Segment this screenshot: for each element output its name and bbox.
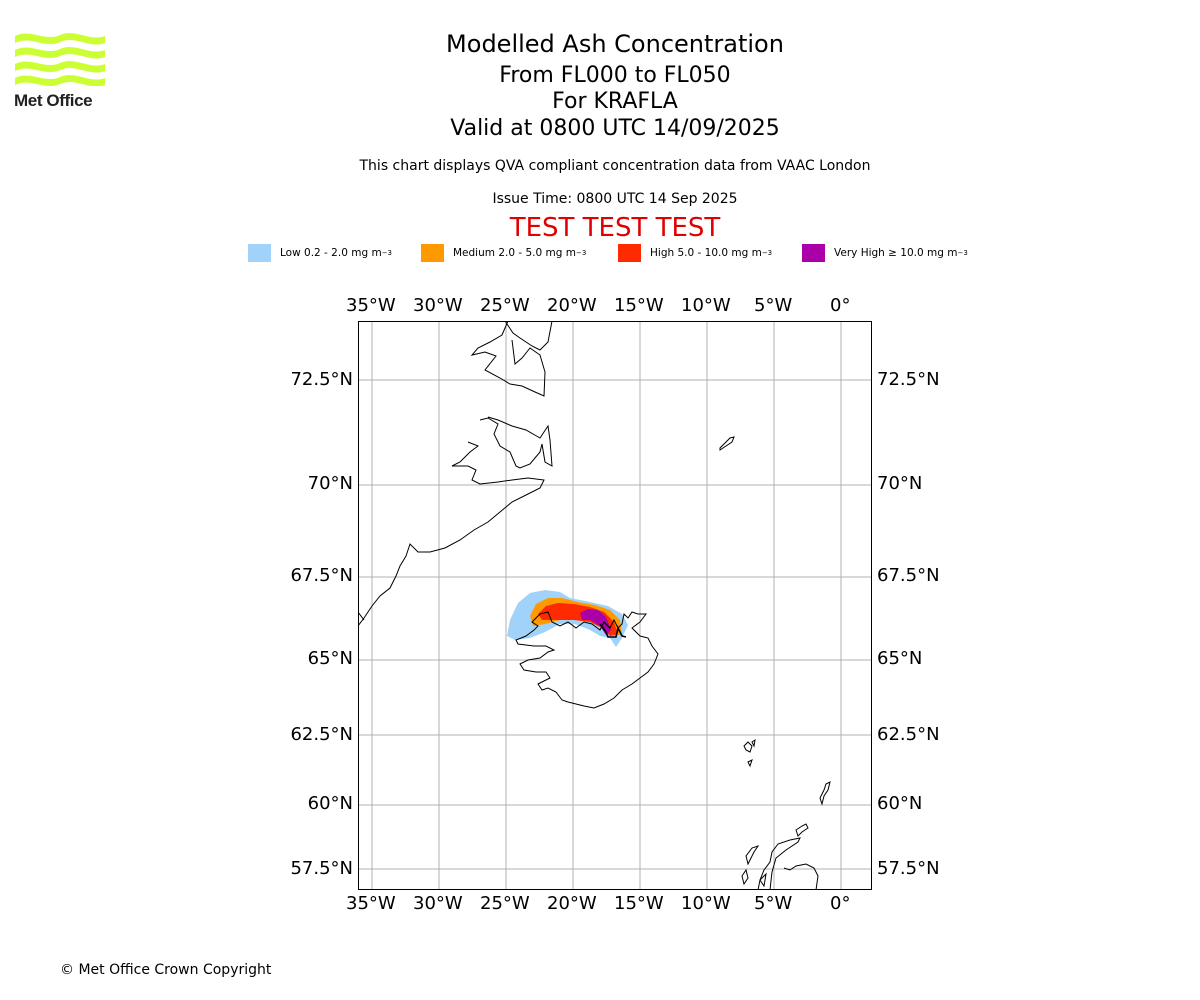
faroe-islands <box>743 738 756 768</box>
lat-label-right: 60°N <box>877 793 923 814</box>
legend-item-medium: Medium 2.0 - 5.0 mg m −3 <box>421 244 586 262</box>
jan-mayen <box>719 436 735 451</box>
volcano-name: For KRAFLA <box>552 89 678 114</box>
legend-label-high: High 5.0 - 10.0 mg m <box>650 247 762 259</box>
lon-label-top: 35°W <box>346 295 396 316</box>
lon-label-bottom: 35°W <box>346 893 396 914</box>
legend-unit-medium: −3 <box>575 249 587 257</box>
lon-label-top: 20°W <box>547 295 597 316</box>
met-office-waves-icon <box>15 32 105 87</box>
lon-label-bottom: 25°W <box>480 893 530 914</box>
lon-label-bottom: 0° <box>830 893 851 914</box>
lat-label-right: 65°N <box>877 648 923 669</box>
lon-label-bottom: 30°W <box>413 893 463 914</box>
graticule <box>358 321 872 890</box>
description: This chart displays QVA compliant concen… <box>359 158 871 174</box>
issue-time: Issue Time: 0800 UTC 14 Sep 2025 <box>492 191 738 207</box>
krafla-outline <box>599 623 627 638</box>
valid-time: Valid at 0800 UTC 14/09/2025 <box>450 116 780 141</box>
orkney <box>795 823 809 837</box>
lat-label-left: 60°N <box>307 793 353 814</box>
lat-label-left: 57.5°N <box>290 858 353 879</box>
greenland-coast <box>358 321 553 627</box>
legend-unit-high: −3 <box>761 249 773 257</box>
copyright: © Met Office Crown Copyright <box>60 962 272 978</box>
lat-label-right: 57.5°N <box>877 858 940 879</box>
legend-item-low: Low 0.2 - 2.0 mg m −3 <box>248 244 392 262</box>
legend-swatch-very-high <box>802 244 825 262</box>
lon-label-top: 5°W <box>754 295 793 316</box>
lon-label-top: 10°W <box>681 295 731 316</box>
legend-swatch-medium <box>421 244 444 262</box>
lat-label-left: 70°N <box>307 473 353 494</box>
legend-swatch-low <box>248 244 271 262</box>
legend-label-low: Low 0.2 - 2.0 mg m <box>280 247 382 259</box>
coastlines <box>358 321 831 890</box>
lat-label-right: 70°N <box>877 473 923 494</box>
lon-label-bottom: 10°W <box>681 893 731 914</box>
scotland-coast <box>741 837 819 890</box>
lon-label-bottom: 5°W <box>754 893 793 914</box>
iceland-coast <box>515 611 659 709</box>
legend-label-medium: Medium 2.0 - 5.0 mg m <box>453 247 576 259</box>
lat-label-left: 65°N <box>307 648 353 669</box>
chart-title: Modelled Ash Concentration <box>446 30 784 58</box>
test-banner: TEST TEST TEST <box>509 213 721 243</box>
legend-item-very-high: Very High ≥ 10.0 mg m −3 <box>802 244 968 262</box>
legend-unit-low: −3 <box>381 249 393 257</box>
met-office-logo: Met Office <box>14 30 114 112</box>
map-frame <box>358 321 872 890</box>
lat-label-right: 62.5°N <box>877 724 940 745</box>
lon-label-top: 25°W <box>480 295 530 316</box>
lon-label-top: 0° <box>830 295 851 316</box>
logo-text: Met Office <box>14 91 93 110</box>
lon-label-top: 30°W <box>413 295 463 316</box>
legend-unit-very-high: −3 <box>957 249 968 257</box>
ash-plume <box>507 590 628 647</box>
lat-label-right: 72.5°N <box>877 369 940 390</box>
shetland <box>819 781 831 806</box>
lon-label-bottom: 15°W <box>614 893 664 914</box>
lon-label-bottom: 20°W <box>547 893 597 914</box>
lon-label-top: 15°W <box>614 295 664 316</box>
lat-label-left: 62.5°N <box>290 724 353 745</box>
legend-swatch-high <box>618 244 641 262</box>
lat-label-left: 67.5°N <box>290 565 353 586</box>
lat-label-left: 72.5°N <box>290 369 353 390</box>
lat-label-right: 67.5°N <box>877 565 940 586</box>
legend-label-very-high: Very High ≥ 10.0 mg m <box>834 247 958 259</box>
flight-levels: From FL000 to FL050 <box>499 63 731 88</box>
legend-item-high: High 5.0 - 10.0 mg m −3 <box>618 244 772 262</box>
